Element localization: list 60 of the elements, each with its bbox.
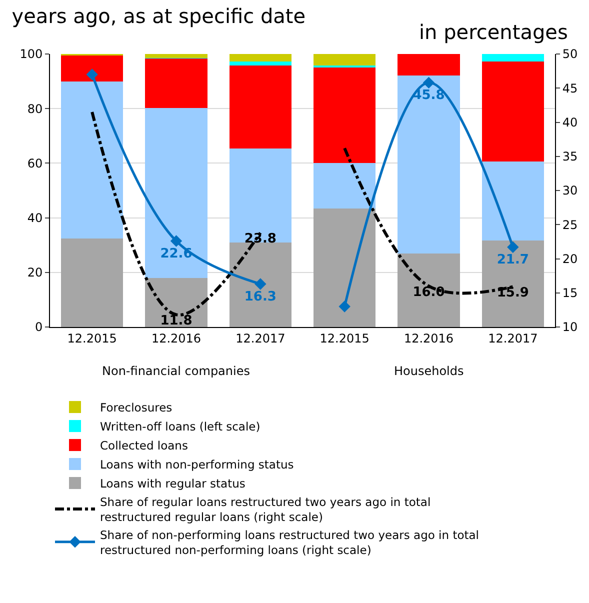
y2-tick-label: 35 — [562, 150, 578, 164]
bar — [60, 238, 124, 327]
bar — [313, 54, 376, 66]
bar — [60, 55, 124, 82]
bar — [229, 54, 292, 62]
point — [170, 235, 182, 247]
y2-tick-label: 45 — [562, 81, 578, 96]
point — [86, 68, 98, 80]
y2-tick-label: 10 — [562, 320, 578, 334]
y2-tick-label: 30 — [562, 184, 578, 198]
y2-tick-label: 40 — [562, 115, 578, 130]
x-tick-label: 12.2017 — [236, 331, 286, 346]
bar — [229, 242, 292, 327]
legend-label: Share of non-performing loans restructured two years ago in total restructured non-performing loans (right scale) — [100, 528, 479, 557]
point — [254, 278, 266, 290]
y2-tick-label: 15 — [562, 286, 578, 300]
bar — [229, 65, 292, 149]
bar — [313, 65, 376, 68]
legend-label: Share of regular loans restructured two years ago in total restructured regular loans (right scale) — [100, 494, 431, 524]
x-tick-label: 12.2016 — [404, 331, 454, 346]
y-tick-label: 40 — [27, 211, 43, 225]
legend-label: Foreclosures — [100, 400, 172, 415]
y2-tick-label: 25 — [562, 218, 578, 232]
x-tick-label: 12.2015 — [67, 331, 117, 346]
data-label: 23.8 — [244, 232, 276, 247]
bar — [145, 54, 208, 58]
chart-subtitle: in percentages — [419, 20, 568, 44]
data-label: 16.0 — [412, 284, 445, 300]
y-tick-label: 20 — [27, 266, 43, 280]
bar — [60, 81, 124, 238]
bar — [145, 108, 208, 278]
data-label: 16.3 — [244, 289, 276, 304]
x-tick-label: 12.2016 — [151, 331, 202, 346]
y-tick-label: 0 — [34, 320, 43, 334]
y-tick-label: 80 — [27, 102, 43, 116]
bar — [145, 58, 208, 108]
x-tick-label: 12.2015 — [320, 331, 370, 346]
text: Non-financial companies — [102, 364, 250, 378]
bar — [229, 148, 292, 242]
data-label: 11.8 — [160, 313, 192, 328]
bar — [313, 68, 376, 164]
legend-label: Loans with regular status — [100, 476, 246, 491]
legend-label: Loans with non-performing status — [100, 458, 294, 472]
point — [338, 300, 350, 312]
bar — [145, 278, 208, 327]
y2-tick-label: 50 — [562, 47, 578, 62]
x-tick-label: 12.2017 — [488, 331, 538, 346]
text: Households — [394, 364, 464, 378]
bar — [482, 54, 544, 62]
data-label: 21.7 — [496, 252, 529, 268]
legend-label: Written-off loans (left scale) — [100, 420, 260, 434]
bar — [398, 54, 460, 76]
y-tick-label: 100 — [20, 47, 43, 62]
legend-label: Collected loans — [100, 438, 188, 453]
bar — [229, 62, 292, 66]
chart-title: years ago, as at specific date — [12, 4, 306, 28]
y-tick-label: 60 — [27, 156, 43, 170]
bar — [482, 62, 544, 162]
y2-tick-label: 20 — [562, 252, 578, 266]
point — [422, 76, 435, 89]
